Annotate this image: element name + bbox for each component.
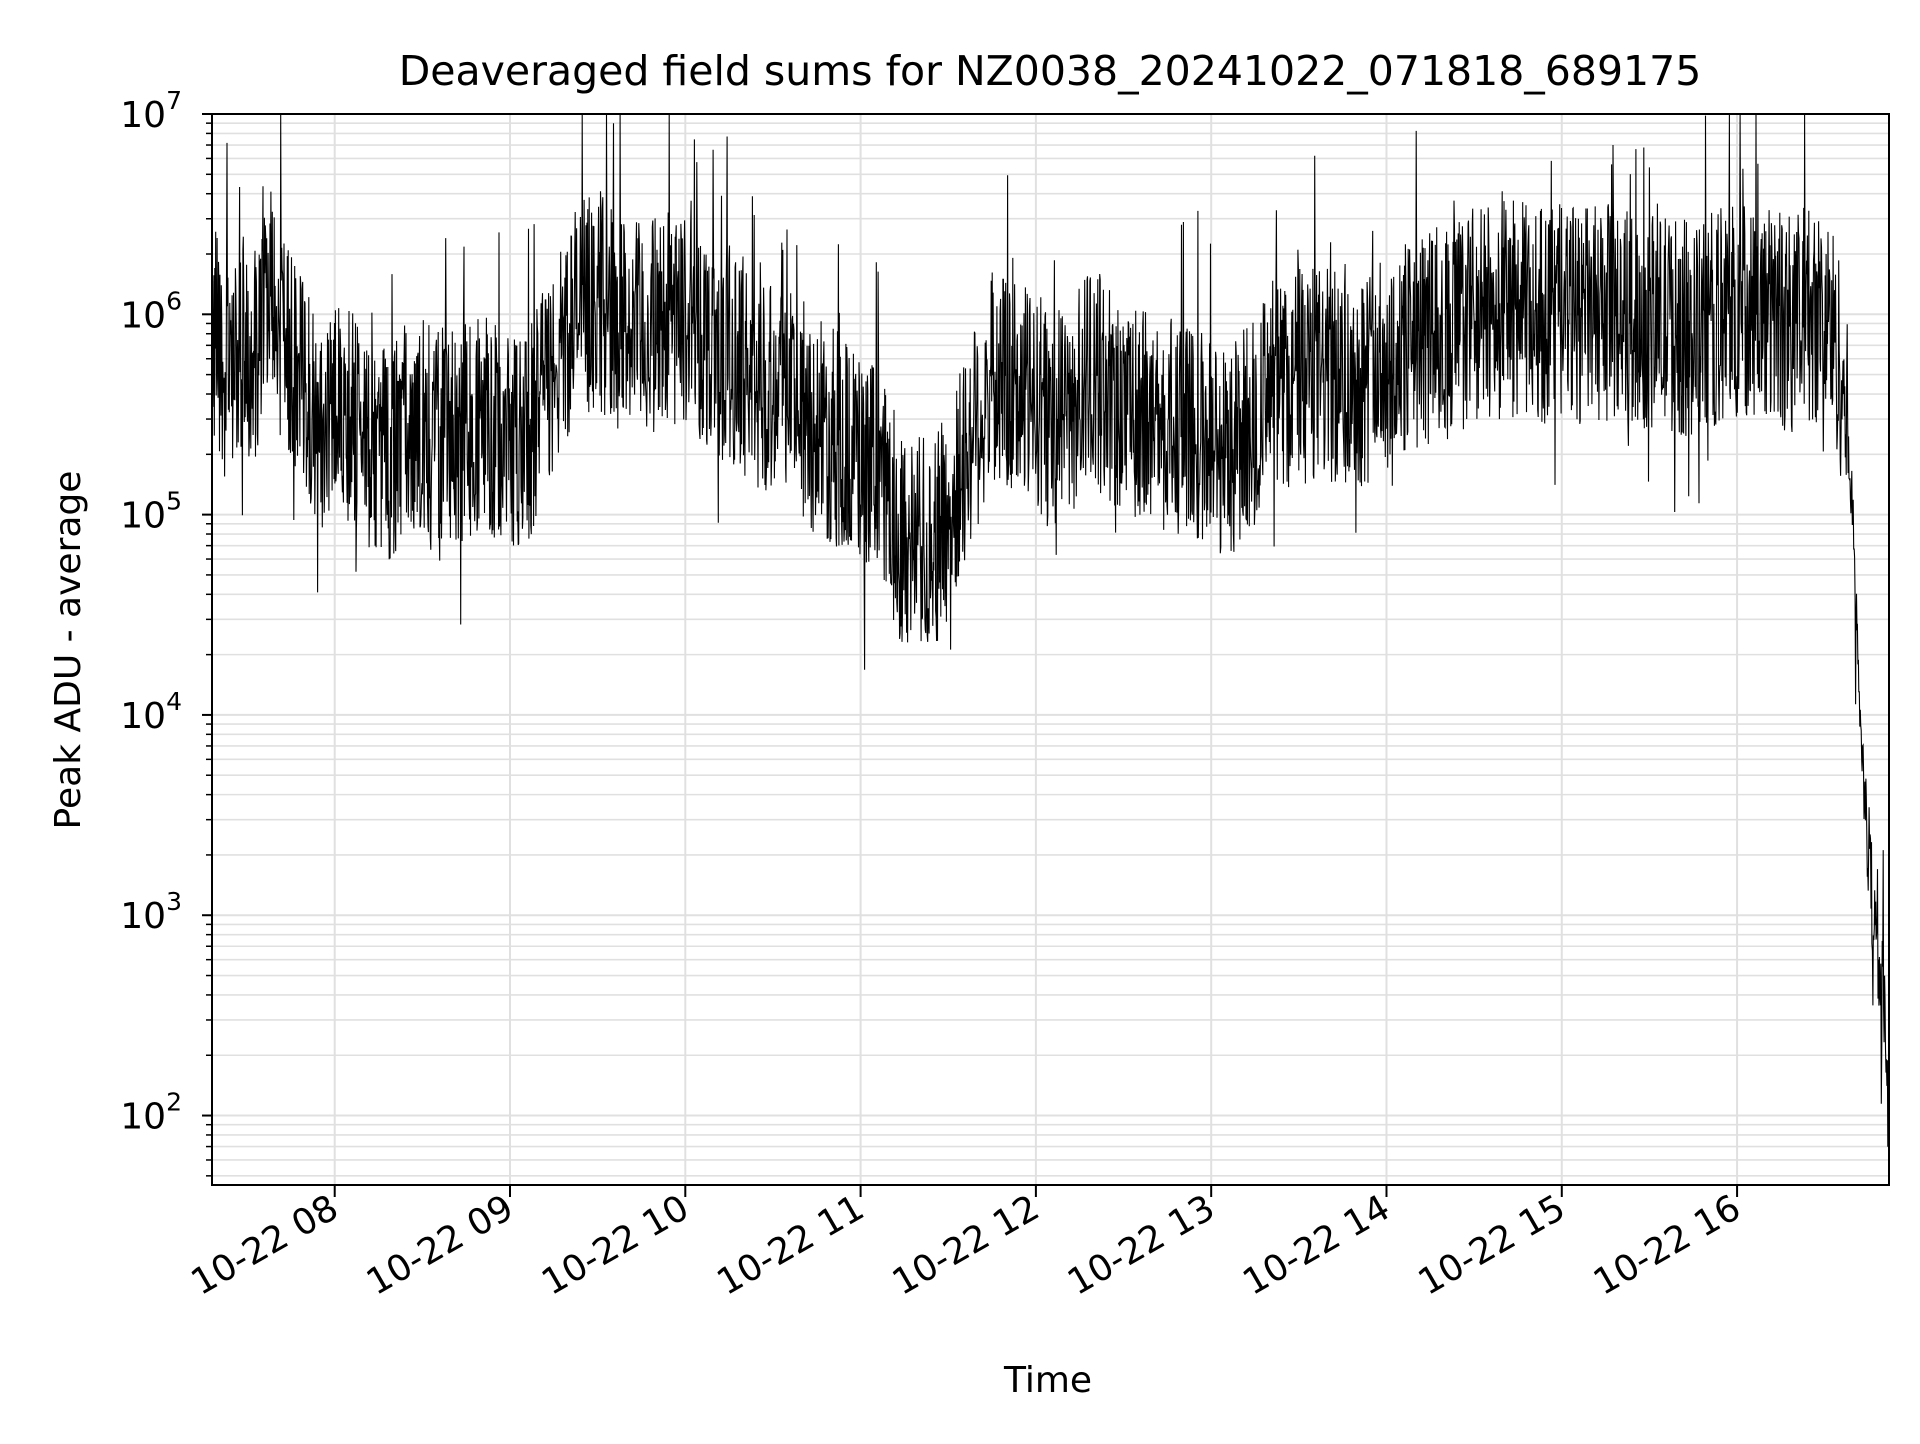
chart-title: Deaveraged field sums for NZ0038_2024102… <box>399 47 1702 95</box>
y-axis-title: Peak ADU - average <box>48 471 89 830</box>
x-axis-title: Time <box>1003 1360 1092 1401</box>
